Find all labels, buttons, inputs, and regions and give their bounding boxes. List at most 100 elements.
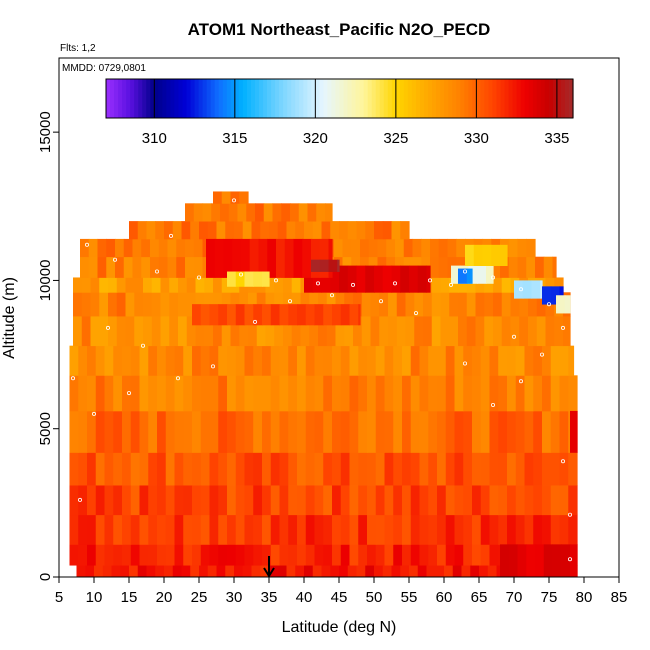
heatmap-cell [517,238,527,258]
heatmap-cell [559,375,569,412]
heatmap-cell [108,316,118,347]
heatmap-cell [255,203,265,222]
heatmap-cell [69,410,79,453]
heatmap-cell [458,292,468,317]
colorbar-segment [142,79,147,118]
heatmap-cell [230,316,240,347]
heatmap-cell [491,256,501,278]
heatmap-cell [365,221,375,240]
heatmap-cell [430,256,440,278]
heatmap-cell [207,565,218,578]
heatmap-cell [218,544,228,566]
heatmap-cell [302,238,312,278]
heatmap-cell [137,221,148,240]
heatmap-cell [141,238,151,258]
heatmap-cell [423,292,433,317]
colorbar-segment [520,79,526,118]
heatmap-cell [463,410,473,453]
heatmap-cell [417,265,428,293]
heatmap-cell [283,277,293,293]
heatmap-cell [288,544,298,566]
heatmap-cell [113,544,123,566]
heatmap-cell [458,277,468,293]
colorbar-segment [162,79,167,118]
heatmap-cell [113,375,123,412]
heatmap-cell [542,345,552,376]
heatmap-cell [242,221,253,240]
heatmap-cell [244,271,254,287]
sample-point [175,376,180,381]
heatmap-cell [533,410,543,453]
heatmap-cell [375,452,386,486]
colorbar-tick-label: 315 [222,130,247,147]
heatmap-cell [323,452,333,486]
sample-point [196,275,201,280]
colorbar-segment [315,79,320,118]
x-tick-label: 15 [121,589,138,606]
x-tick-label: 85 [611,589,628,606]
heatmap-cell [265,316,275,347]
colorbar-segment [343,79,349,118]
heatmap-cell [305,452,316,486]
colorbar-segment [327,79,333,118]
heatmap-cell [185,238,195,258]
heatmap-cell [235,375,246,412]
heatmap-cell [199,221,209,240]
heatmap-cell [221,316,232,347]
colorbar-tick-label: 330 [464,130,489,147]
heatmap-cell [202,203,212,222]
heatmap-cell [235,452,246,486]
heatmap-cell [279,375,289,412]
heatmap-cell [297,544,307,566]
heatmap-cell [445,452,456,486]
colorbar-segment [122,79,127,118]
heatmap-cell [563,316,571,347]
heatmap-cell [239,316,249,347]
heatmap-cell [314,304,324,326]
colorbar-segment [440,79,445,118]
heatmap-cell [116,277,127,293]
heatmap-cell [402,514,412,545]
heatmap-cell [195,277,205,293]
heatmap-cell [95,452,106,486]
heatmap-cell [90,316,100,347]
heatmap-cell [80,238,90,258]
sample-point [378,299,383,304]
heatmap-cell [384,375,394,412]
heatmap-cell [533,345,543,376]
heatmap-cell [174,485,184,516]
heatmap-cell [528,292,538,317]
colorbar-segment [106,79,111,118]
heatmap-cell [148,544,158,566]
heatmap-cell [489,452,499,486]
heatmap-cell [493,277,503,293]
heatmap-cell [290,203,300,222]
colorbar-segment [218,79,224,118]
heatmap-cell [227,271,237,287]
heatmap-cell [244,452,254,486]
heatmap-cell [325,203,333,222]
heatmap-cell [172,221,183,240]
heatmap-cell [288,452,298,486]
heatmap-cell [288,485,298,516]
heatmap-cell [353,316,363,347]
heatmap-cell [186,277,197,293]
chart-title: ATOM1 Northeast_Pacific N2O_PECD [188,20,491,39]
heatmap-cell [265,277,275,293]
x-tick-label: 30 [226,589,243,606]
heatmap-cell [419,410,429,453]
heatmap-cell [323,514,333,545]
heatmap-cell [88,256,99,278]
heatmap-cell [293,238,303,278]
heatmap-cell [305,345,316,376]
heatmap-cell [428,485,438,516]
colorbar-tick-label: 320 [303,130,328,147]
heatmap-cell [412,238,422,258]
heatmap-cell [559,410,569,453]
y-tick-label: 0 [37,573,54,581]
heatmap-cell [104,485,114,516]
heatmap-cell [279,485,289,516]
heatmap-cell [225,221,235,240]
heatmap-cell [391,265,401,293]
heatmap-cell [367,375,377,412]
